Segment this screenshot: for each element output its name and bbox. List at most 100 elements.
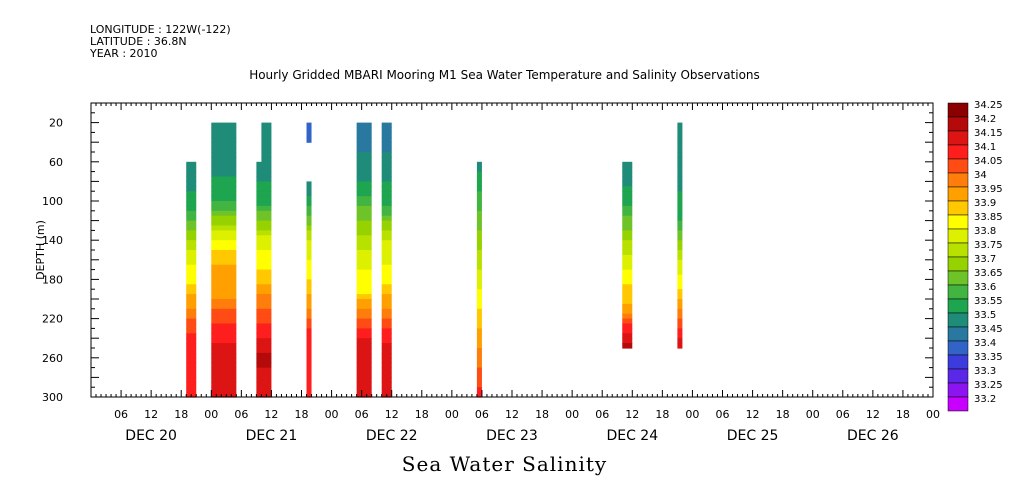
profile-cell [677,323,683,329]
profile-column [476,161,482,398]
profile-cell [622,161,633,168]
x-hour-label: 00 [204,408,218,421]
profile-cell [256,323,272,329]
profile-cell [476,225,482,231]
profile-cell [356,279,372,285]
colorbar-label: 33.3 [974,366,996,377]
x-axis-title: Sea Water Salinity [401,452,608,476]
x-hour-label: 00 [685,408,699,421]
x-hour-label: 00 [445,408,459,421]
profile-cell [381,328,392,334]
profile-cell [622,308,633,315]
profile-cell [306,245,312,251]
profile-cell [356,142,372,148]
profile-cell [306,352,312,359]
profile-cell [256,377,272,383]
colorbar-label: 33.75 [974,240,1003,251]
profile-cell [211,186,237,192]
profile-cell [381,142,392,148]
profile-cell [356,357,372,364]
profile-cell [476,166,482,173]
profile-cell [356,387,372,393]
profile-cell [256,274,272,280]
profile-cell [306,254,312,261]
x-day-label: DEC 20 [125,428,177,444]
profile-cell [622,284,633,290]
profile-cell [306,318,312,325]
profile-cell [381,245,392,251]
colorbar-label: 34.1 [974,142,996,153]
profile-cell [211,318,237,325]
profile-cell [256,201,272,207]
profile-cell [211,303,237,310]
profile-cell [256,191,272,197]
profile-cell [356,210,372,217]
x-hour-label: 00 [806,408,820,421]
profile-cell [306,299,312,305]
colorbar-label: 34.2 [974,114,996,125]
profile-cell [211,230,237,236]
profile-cell [186,362,197,369]
profile-cell [186,357,197,364]
profile-cell [356,299,372,305]
profile-cell [211,323,237,329]
profile-cell [211,210,237,217]
y-tick-label: 60 [49,156,63,169]
profile-cell [677,191,683,197]
profile-cell [622,230,633,236]
y-axis-title: DEPTH (m) [34,220,47,280]
profile-cell [356,186,372,192]
profile-cell [381,122,392,129]
profile-cell [356,308,372,315]
profile-cell [186,372,197,378]
profile-cell [211,152,237,158]
profile-cell [186,230,197,236]
profile-cell [306,308,312,315]
x-hour-label: 12 [746,408,760,421]
profile-cell [622,279,633,285]
profile-cell [381,362,392,369]
profile-cell [211,362,237,369]
profile-cell [356,196,372,202]
profile-cell [186,303,197,310]
profile-cell [622,343,633,349]
profile-cell [186,210,197,217]
profile-cell [381,382,392,388]
profile-cell [356,225,372,231]
colorbar-label: 33.85 [974,212,1003,223]
profile-cell [306,230,312,236]
profile-cell [381,352,392,359]
profile-cell [211,264,237,271]
profile-cell [622,210,633,217]
profile-cell [381,357,392,364]
profile-cell [211,313,237,320]
profile-cell [476,279,482,285]
axes: 20 60 100 140 180 220 260 300 06 12 18 00 06 12 18 00 06… [42,102,940,444]
profile-cell [677,284,683,290]
profile-cell [622,264,633,271]
profile-cell [476,343,482,349]
profile-cell [622,181,633,187]
profile-cell [677,220,683,227]
profile-cell [381,171,392,178]
profile-cell [381,230,392,236]
x-hour-label: 06 [716,408,730,421]
profile-cell [306,348,312,354]
latitude-label: LATITUDE : 36.8N [90,35,187,48]
profile-cell [306,186,312,192]
profile-cell [186,338,197,344]
profile-cell [476,161,482,168]
profile-cell [186,205,197,212]
profile-cell [677,289,683,295]
profile-cell [622,289,633,295]
profile-cell [476,259,482,266]
profile-cell [476,284,482,290]
colorbar-swatch [947,158,969,174]
y-tick-label: 20 [49,117,63,130]
x-hour-label: 06 [595,408,609,421]
profile-cell [186,201,197,207]
profile-cell [256,313,272,320]
colorbar-label: 33.9 [974,198,996,209]
profile-cell [256,392,272,398]
x-day-label: DEC 23 [486,428,538,444]
